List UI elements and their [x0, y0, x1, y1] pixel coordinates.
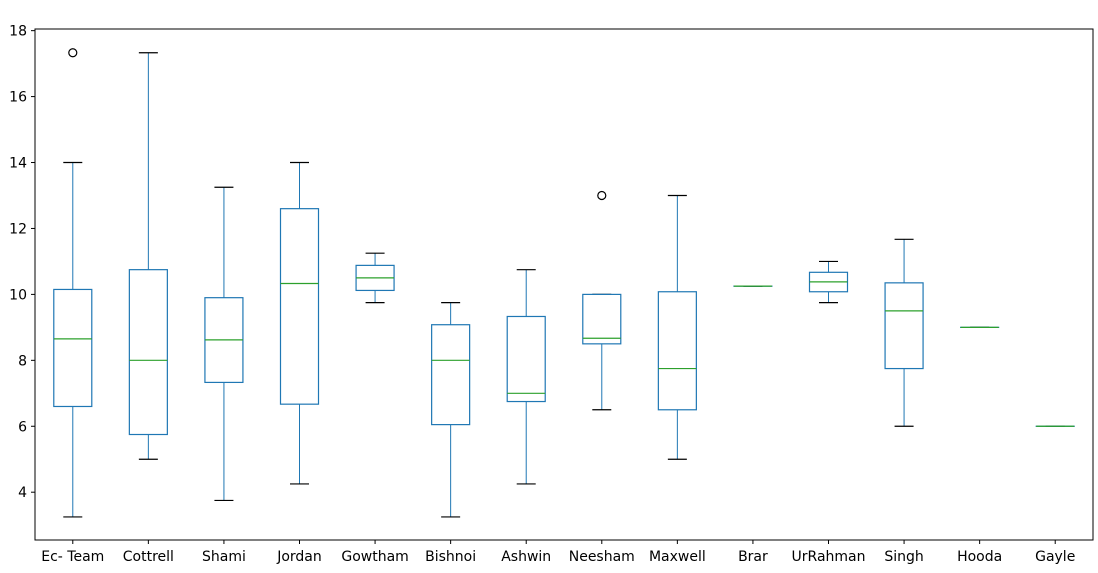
x-tick-label: Ashwin	[501, 549, 551, 565]
iqr-box	[431, 324, 471, 426]
iqr-box	[53, 288, 93, 408]
outlier-point	[68, 48, 78, 58]
x-tick-label: Gowtham	[341, 549, 408, 565]
y-tick-label: 14	[9, 156, 27, 172]
box-group-2	[204, 186, 244, 502]
x-tick-label: Bishnoi	[425, 549, 476, 565]
outlier-point	[597, 190, 607, 201]
x-tick-label: UrRahman	[792, 549, 866, 565]
x-axis: Ec- Team Cottrell Shami Jordan Gowtham Bishno…	[41, 540, 1075, 565]
box-group-4	[355, 252, 395, 304]
x-tick-label: Brar	[738, 549, 768, 565]
x-tick-label: Neesham	[569, 549, 635, 565]
x-tick-label: Hooda	[957, 549, 1002, 565]
iqr-box	[506, 315, 546, 403]
box-group-11	[884, 238, 924, 427]
iqr-box	[582, 293, 622, 345]
x-tick-label: Shami	[202, 549, 246, 565]
iqr-box	[657, 291, 697, 411]
x-tick-label: Singh	[884, 549, 923, 565]
y-tick-label: 8	[18, 353, 27, 369]
y-tick-label: 10	[9, 287, 27, 303]
axes-frame	[34, 28, 1094, 541]
y-axis: 4 6 8 10 12 14 16 18	[9, 24, 35, 501]
box-group-0	[53, 48, 93, 518]
x-tick-label: Cottrell	[123, 549, 174, 565]
y-tick-label: 12	[9, 221, 27, 237]
box-group-7	[582, 190, 622, 411]
y-tick-label: 18	[9, 24, 27, 40]
iqr-box	[884, 282, 924, 370]
iqr-box	[279, 208, 320, 405]
y-tick-label: 16	[9, 90, 27, 106]
box-group-5	[431, 302, 471, 518]
box-group-10	[808, 260, 849, 304]
x-tick-label: Gayle	[1035, 549, 1075, 565]
iqr-box	[128, 269, 168, 436]
box-group-3	[279, 161, 320, 485]
plot-area	[34, 28, 1094, 541]
y-tick-label: 4	[18, 485, 27, 501]
box-group-6	[506, 269, 546, 485]
x-tick-label: Ec- Team	[41, 549, 104, 565]
box-group-1	[128, 52, 168, 460]
x-tick-label: Maxwell	[649, 549, 706, 565]
y-tick-label: 6	[18, 419, 27, 435]
box-group-8	[657, 194, 697, 460]
x-tick-label: Jordan	[276, 549, 322, 565]
